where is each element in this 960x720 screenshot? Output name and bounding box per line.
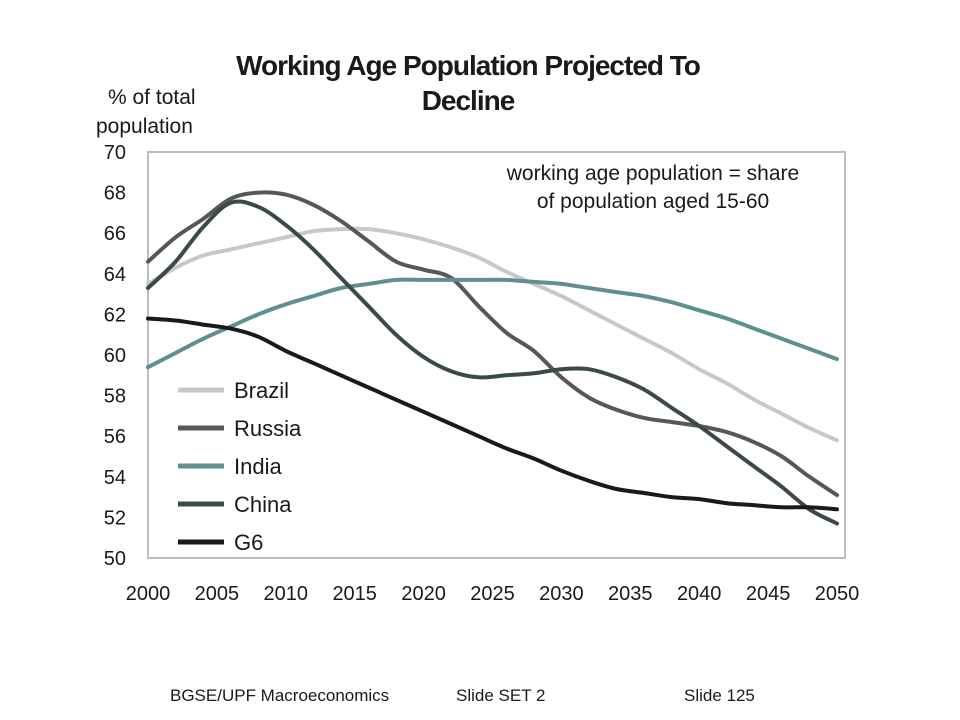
- x-tick-label: 2025: [470, 583, 515, 605]
- series-group: [146, 190, 839, 526]
- x-tick-label: 2010: [264, 583, 309, 605]
- x-tick-label: 2045: [746, 583, 791, 605]
- series-line-russia: [146, 190, 839, 498]
- chart-title-line2: Decline: [422, 85, 515, 116]
- legend-label-india: India: [234, 454, 282, 479]
- y-tick-label: 52: [104, 507, 126, 529]
- series-line-india: [146, 277, 839, 370]
- y-tick-label: 68: [104, 183, 126, 205]
- y-tick-label: 64: [104, 264, 126, 286]
- legend-label-g6: G6: [234, 530, 263, 555]
- x-tick-label: 2050: [815, 583, 860, 605]
- line-chart: Working Age Population Projected To Decl…: [96, 50, 860, 605]
- footer-slide-set: Slide SET 2: [456, 686, 546, 705]
- chart-annotation: working age population = share: [506, 162, 799, 185]
- y-tick-label: 70: [104, 142, 126, 164]
- x-tick-label: 2005: [195, 583, 240, 605]
- x-tick-label: 2035: [608, 583, 653, 605]
- series-line-g6: [146, 316, 839, 512]
- x-tick-label: 2030: [539, 583, 584, 605]
- y-tick-label: 58: [104, 386, 126, 408]
- y-tick-label: 50: [104, 548, 126, 570]
- plot-area-frame: [147, 151, 846, 559]
- x-tick-label: 2040: [677, 583, 722, 605]
- legend: Brazil Russia India China G6: [178, 378, 302, 555]
- x-tick-label: 2000: [126, 583, 171, 605]
- legend-label-china: China: [234, 492, 292, 517]
- y-tick-label: 54: [104, 467, 126, 489]
- footer-slide-number: Slide 125: [684, 686, 755, 705]
- y-axis-label: % of total: [108, 86, 196, 109]
- series-line-china: [146, 199, 839, 526]
- y-tick-label: 60: [104, 345, 126, 367]
- y-axis-label-line2: population: [96, 115, 193, 138]
- chart-annotation-line2: of population aged 15-60: [537, 190, 769, 213]
- footer-course: BGSE/UPF Macroeconomics: [170, 686, 390, 705]
- chart-title: Working Age Population Projected To: [236, 50, 701, 81]
- series-line-brazil: [146, 226, 839, 443]
- y-tick-label: 56: [104, 426, 126, 448]
- y-tick-label: 66: [104, 223, 126, 245]
- x-tick-label: 2015: [332, 583, 377, 605]
- legend-label-russia: Russia: [234, 416, 302, 441]
- x-tick-label: 2020: [401, 583, 446, 605]
- legend-label-brazil: Brazil: [234, 378, 289, 403]
- y-tick-label: 62: [104, 304, 126, 326]
